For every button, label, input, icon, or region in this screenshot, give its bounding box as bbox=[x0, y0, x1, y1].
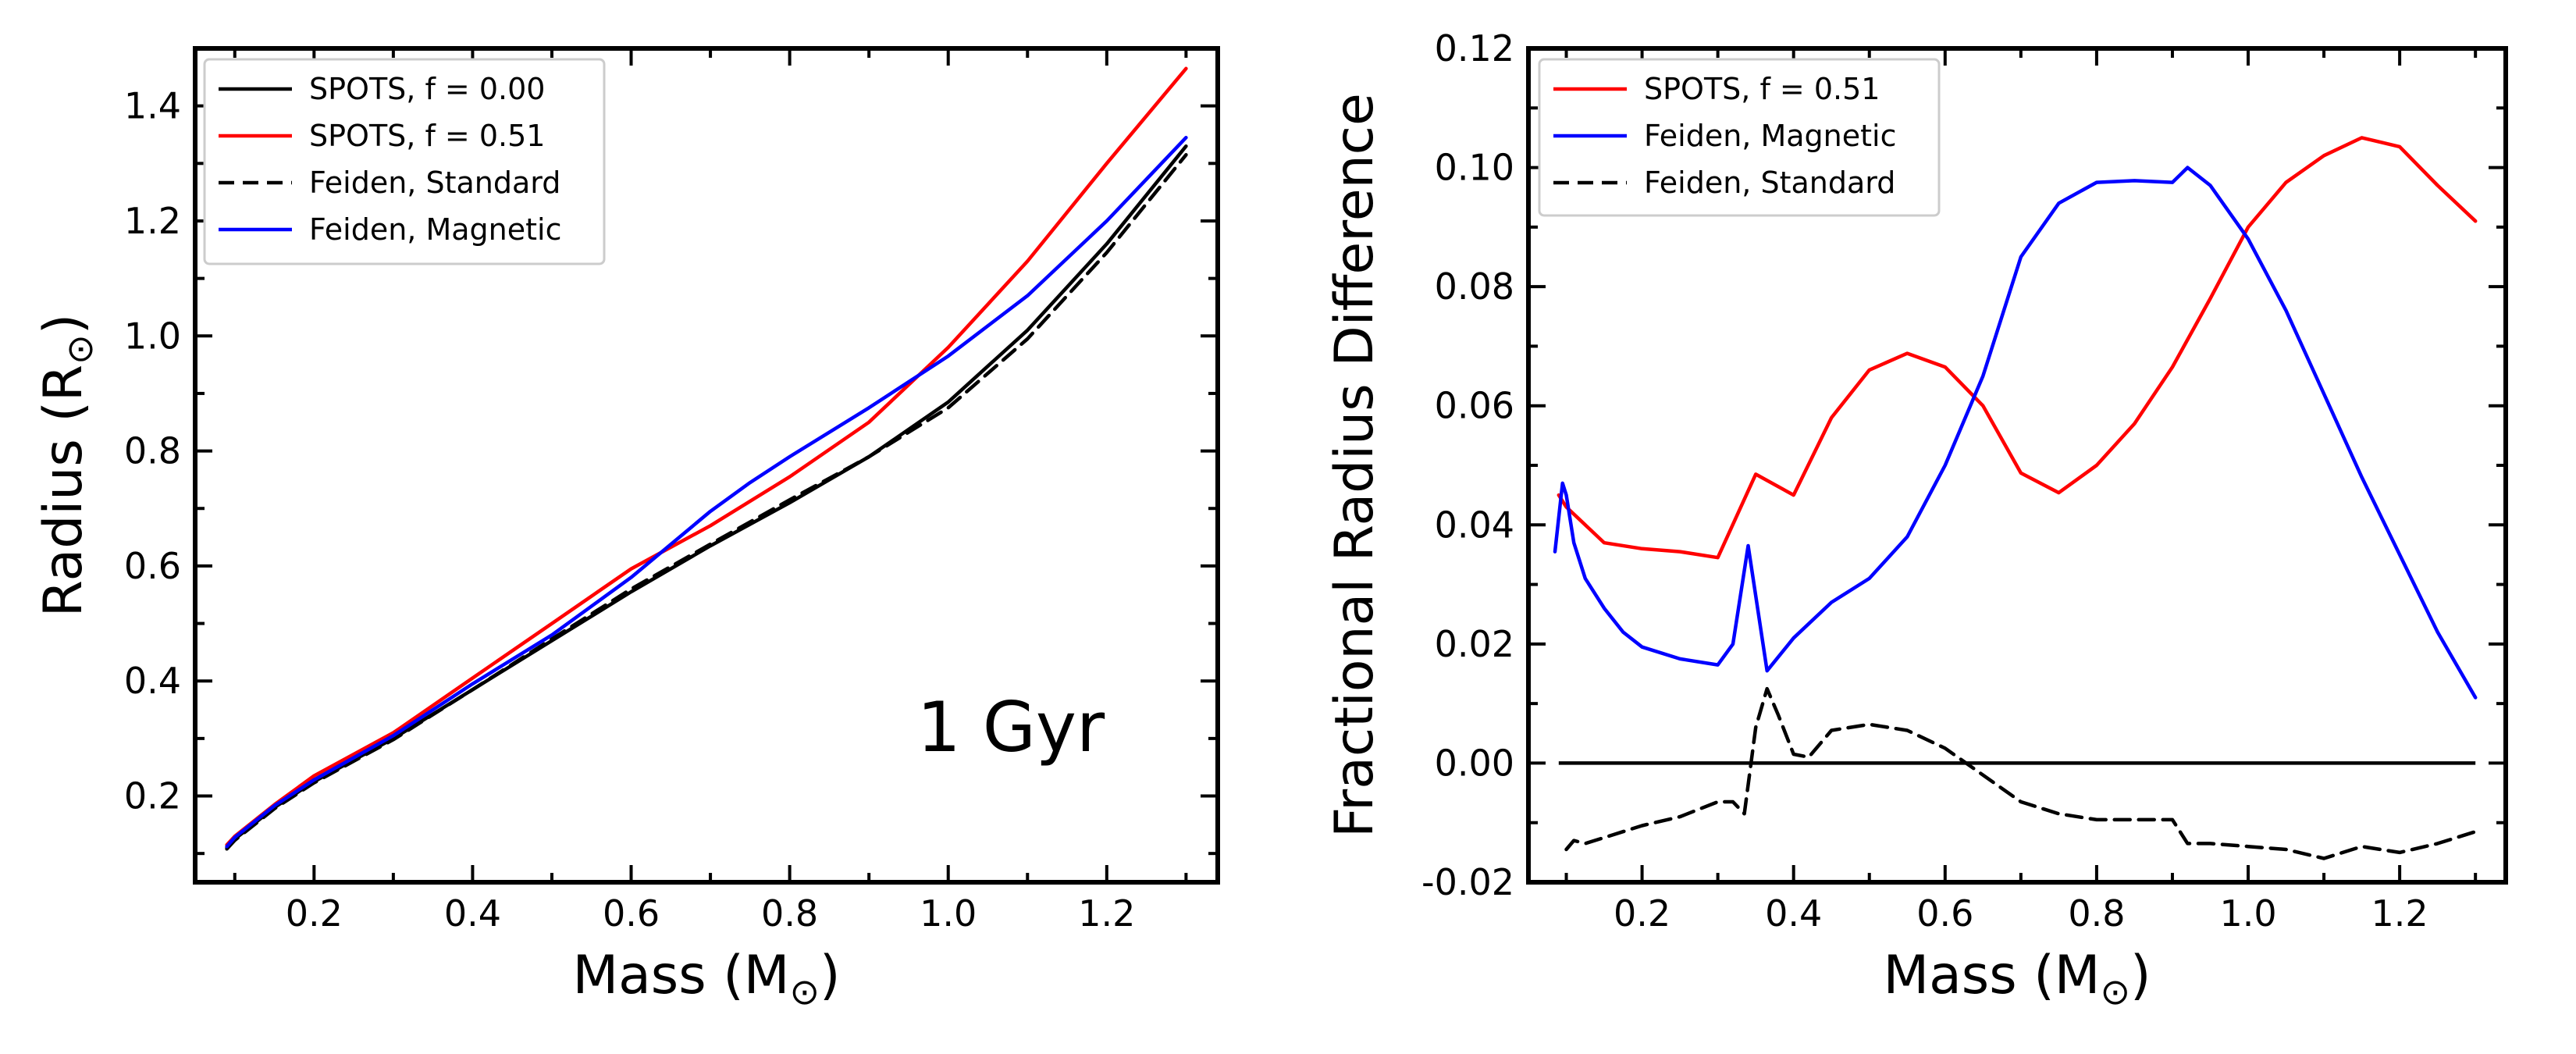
plot-frame bbox=[193, 46, 1220, 885]
x-tick-label: 1.0 bbox=[920, 892, 977, 935]
x-tick-label: 0.8 bbox=[2068, 892, 2125, 935]
legend-entry-label: Feiden, Standard bbox=[309, 166, 560, 200]
legend-entry-label: Feiden, Magnetic bbox=[1644, 119, 1896, 153]
y-tick-label: 0.4 bbox=[124, 660, 181, 702]
x-tick-label: 1.2 bbox=[1078, 892, 1135, 935]
y-tick-label: 1.0 bbox=[124, 315, 181, 357]
series-line-feiden-magnetic bbox=[1553, 166, 2478, 700]
y-tick-label: 0.6 bbox=[124, 545, 181, 587]
x-tick-label: 1.2 bbox=[2371, 892, 2428, 935]
x-tick-label: 0.6 bbox=[1916, 892, 1973, 935]
x-tick-label: 0.8 bbox=[761, 892, 818, 935]
y-axis-label-close: ) bbox=[33, 314, 94, 335]
x-tick-label: 0.2 bbox=[286, 892, 343, 935]
y-tick-label: -0.02 bbox=[1421, 861, 1514, 903]
series-line-spots-f-0-51 bbox=[1557, 136, 2478, 560]
y-tick-label: 0.10 bbox=[1435, 147, 1514, 189]
x-axis-label-subscript: ⊙ bbox=[789, 970, 820, 1013]
y-axis-label-text: Radius (R bbox=[33, 365, 94, 617]
legend-entry-label: Feiden, Standard bbox=[1644, 166, 1895, 200]
series-line-feiden-standard bbox=[225, 153, 1188, 851]
legend-entry-label: Feiden, Magnetic bbox=[309, 212, 561, 247]
y-tick-label: 1.4 bbox=[124, 85, 181, 127]
legend-entry-label: SPOTS, f = 0.51 bbox=[309, 119, 545, 153]
x-axis-label-text: Mass (M bbox=[1883, 945, 2100, 1006]
legend: SPOTS, f = 0.00 SPOTS, f = 0.51 Feiden, St… bbox=[203, 58, 606, 265]
legend-box bbox=[1538, 58, 1941, 217]
radius-vs-mass-panel: 0.2 0.4 0.6 0.8 1.0 1.2 0.2 0.4 0.6 0.8 1.0 1.2 1.4 M… bbox=[33, 46, 1220, 1013]
legend: SPOTS, f = 0.51 Feiden, Magnetic Feiden, S… bbox=[1538, 58, 1941, 217]
y-axis-label: Radius (R⊙) bbox=[33, 314, 101, 617]
x-axis-label-subscript: ⊙ bbox=[2100, 970, 2130, 1013]
series-line-feiden-standard bbox=[1564, 686, 2478, 860]
y-tick-label: 0.02 bbox=[1435, 623, 1514, 665]
y-axis-label: Fractional Radius Difference bbox=[1324, 93, 1386, 838]
legend-box bbox=[203, 58, 606, 265]
x-tick-label: 0.4 bbox=[444, 892, 501, 935]
y-tick-label: 0.08 bbox=[1435, 265, 1514, 308]
x-tick-label: 0.4 bbox=[1765, 892, 1822, 935]
series-line-feiden-magnetic bbox=[225, 135, 1188, 849]
x-tick-label: 0.2 bbox=[1614, 892, 1670, 935]
fractional-radius-difference-panel: 0.2 0.4 0.6 0.8 1.0 1.2 -0.02 0.00 0.02 0.04 0.06 0… bbox=[1324, 27, 2508, 1013]
legend-entry-label: SPOTS, f = 0.00 bbox=[309, 72, 545, 106]
y-tick-label: 0.12 bbox=[1435, 27, 1514, 69]
y-tick-label: 0.8 bbox=[124, 430, 181, 472]
x-axis-label-close: ) bbox=[2130, 945, 2151, 1006]
x-axis-label: Mass (M⊙) bbox=[572, 945, 840, 1013]
x-tick-label: 0.6 bbox=[603, 892, 660, 935]
y-tick-label: 1.2 bbox=[124, 200, 181, 242]
y-tick-label: 0.06 bbox=[1435, 385, 1514, 427]
x-axis-label: Mass (M⊙) bbox=[1883, 945, 2151, 1013]
x-tick-label: 1.0 bbox=[2219, 892, 2276, 935]
y-axis-label-text: Fractional Radius Difference bbox=[1324, 93, 1386, 838]
x-axis-label-text: Mass (M bbox=[572, 945, 789, 1006]
y-tick-label: 0.2 bbox=[124, 775, 181, 817]
age-annotation: 1 Gyr bbox=[917, 687, 1105, 767]
y-axis-label-subscript: ⊙ bbox=[59, 334, 101, 365]
legend-entry-label: SPOTS, f = 0.51 bbox=[1644, 72, 1880, 106]
x-axis-label-close: ) bbox=[820, 945, 841, 1006]
y-tick-label: 0.00 bbox=[1435, 742, 1514, 784]
y-tick-label: 0.04 bbox=[1435, 504, 1514, 546]
